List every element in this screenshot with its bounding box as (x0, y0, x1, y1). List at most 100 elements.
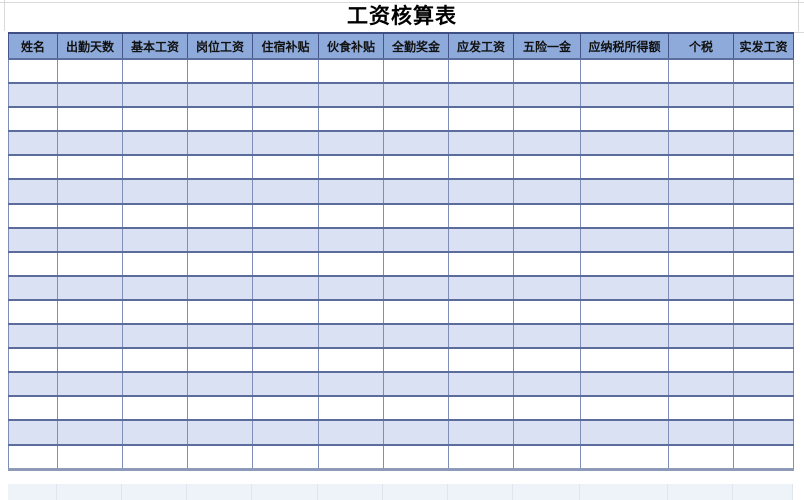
empty-cell[interactable] (580, 298, 669, 326)
empty-cell[interactable] (187, 82, 253, 109)
empty-cell[interactable] (580, 178, 669, 205)
empty-cell[interactable] (383, 250, 449, 277)
empty-cell[interactable] (252, 57, 319, 85)
empty-cell[interactable] (252, 82, 319, 109)
empty-cell[interactable] (383, 298, 449, 326)
empty-cell[interactable] (513, 274, 581, 301)
empty-cell[interactable] (187, 250, 253, 277)
empty-cell[interactable] (122, 298, 188, 326)
column-header[interactable]: 岗位工资 (187, 32, 253, 60)
empty-cell[interactable] (318, 226, 384, 253)
next-row-cell[interactable] (513, 484, 580, 500)
empty-cell[interactable] (513, 178, 581, 205)
next-row-cell[interactable] (252, 484, 318, 500)
empty-cell[interactable] (187, 57, 253, 85)
empty-cell[interactable] (733, 443, 794, 471)
empty-cell[interactable] (252, 154, 319, 181)
empty-cell[interactable] (57, 298, 123, 326)
empty-cell[interactable] (513, 106, 581, 133)
empty-cell[interactable] (252, 347, 319, 374)
empty-cell[interactable] (448, 298, 514, 326)
empty-cell[interactable] (448, 154, 514, 181)
empty-cell[interactable] (580, 274, 669, 301)
empty-cell[interactable] (668, 57, 734, 85)
empty-cell[interactable] (252, 323, 319, 350)
empty-cell[interactable] (383, 178, 449, 205)
empty-cell[interactable] (448, 130, 514, 157)
empty-cell[interactable] (8, 106, 58, 133)
empty-cell[interactable] (57, 323, 123, 350)
empty-cell[interactable] (8, 250, 58, 277)
empty-cell[interactable] (122, 395, 188, 422)
empty-cell[interactable] (513, 419, 581, 446)
empty-cell[interactable] (318, 82, 384, 109)
empty-cell[interactable] (513, 57, 581, 85)
column-header[interactable]: 基本工资 (122, 32, 188, 60)
next-row-cell[interactable] (733, 484, 793, 500)
empty-cell[interactable] (318, 395, 384, 422)
empty-cell[interactable] (122, 106, 188, 133)
empty-cell[interactable] (187, 178, 253, 205)
empty-cell[interactable] (8, 274, 58, 301)
empty-cell[interactable] (252, 178, 319, 205)
empty-cell[interactable] (252, 226, 319, 253)
empty-cell[interactable] (187, 323, 253, 350)
empty-cell[interactable] (318, 419, 384, 446)
empty-cell[interactable] (187, 395, 253, 422)
empty-cell[interactable] (318, 371, 384, 398)
empty-cell[interactable] (383, 154, 449, 181)
empty-cell[interactable] (668, 154, 734, 181)
empty-cell[interactable] (733, 226, 794, 253)
empty-cell[interactable] (668, 395, 734, 422)
empty-cell[interactable] (57, 274, 123, 301)
empty-cell[interactable] (668, 226, 734, 253)
empty-cell[interactable] (187, 298, 253, 326)
empty-cell[interactable] (733, 250, 794, 277)
empty-cell[interactable] (122, 443, 188, 471)
empty-cell[interactable] (733, 419, 794, 446)
empty-cell[interactable] (8, 154, 58, 181)
empty-cell[interactable] (122, 250, 188, 277)
column-header[interactable]: 住宿补贴 (252, 32, 319, 60)
empty-cell[interactable] (57, 154, 123, 181)
empty-cell[interactable] (318, 250, 384, 277)
empty-cell[interactable] (187, 226, 253, 253)
next-row-cell[interactable] (187, 484, 252, 500)
empty-cell[interactable] (252, 443, 319, 471)
empty-cell[interactable] (733, 178, 794, 205)
empty-cell[interactable] (668, 82, 734, 109)
empty-cell[interactable] (318, 347, 384, 374)
column-header[interactable]: 应纳税所得额 (580, 32, 669, 60)
empty-cell[interactable] (668, 202, 734, 229)
next-row-cell[interactable] (580, 484, 668, 500)
empty-cell[interactable] (318, 274, 384, 301)
empty-cell[interactable] (8, 371, 58, 398)
empty-cell[interactable] (668, 106, 734, 133)
empty-cell[interactable] (448, 82, 514, 109)
empty-cell[interactable] (187, 371, 253, 398)
empty-cell[interactable] (513, 226, 581, 253)
empty-cell[interactable] (252, 274, 319, 301)
empty-cell[interactable] (580, 323, 669, 350)
empty-cell[interactable] (668, 347, 734, 374)
empty-cell[interactable] (513, 154, 581, 181)
empty-cell[interactable] (57, 443, 123, 471)
empty-cell[interactable] (733, 274, 794, 301)
empty-cell[interactable] (318, 298, 384, 326)
empty-cell[interactable] (668, 250, 734, 277)
empty-cell[interactable] (122, 419, 188, 446)
empty-cell[interactable] (318, 178, 384, 205)
empty-cell[interactable] (448, 226, 514, 253)
empty-cell[interactable] (122, 57, 188, 85)
empty-cell[interactable] (580, 226, 669, 253)
empty-cell[interactable] (8, 202, 58, 229)
empty-cell[interactable] (383, 323, 449, 350)
empty-cell[interactable] (57, 250, 123, 277)
empty-cell[interactable] (187, 130, 253, 157)
empty-cell[interactable] (122, 82, 188, 109)
empty-cell[interactable] (318, 106, 384, 133)
empty-cell[interactable] (57, 178, 123, 205)
empty-cell[interactable] (733, 130, 794, 157)
empty-cell[interactable] (57, 347, 123, 374)
empty-cell[interactable] (187, 154, 253, 181)
